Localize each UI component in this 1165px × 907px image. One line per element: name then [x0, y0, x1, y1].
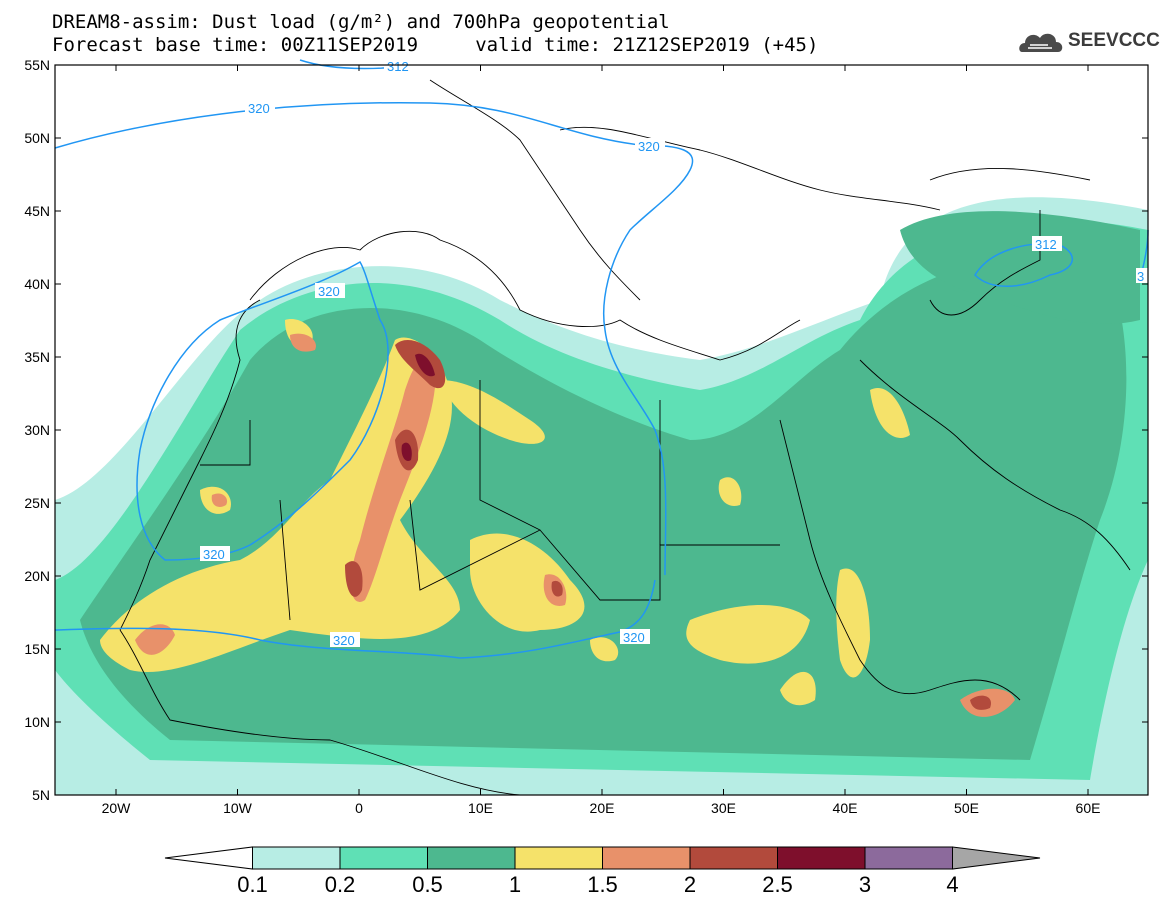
- contour-label: 320: [203, 547, 225, 562]
- lon-label: 0: [355, 800, 363, 816]
- colorbar-segment: [339, 846, 428, 870]
- colorbar-label: 3: [859, 872, 871, 897]
- contour-label: 320: [248, 101, 270, 116]
- lat-label: 35N: [24, 349, 50, 365]
- lat-label: 15N: [24, 641, 50, 657]
- lat-label: 20N: [24, 568, 50, 584]
- cloud-logo-icon: [1019, 33, 1063, 52]
- lon-label: 10W: [223, 800, 253, 816]
- dust-level-1-5: [350, 356, 436, 602]
- colorbar-segment: [427, 846, 516, 870]
- lat-label: 50N: [24, 130, 50, 146]
- lat-label: 45N: [24, 203, 50, 219]
- lat-label: 30N: [24, 422, 50, 438]
- lon-label: 20W: [102, 800, 132, 816]
- lat-label: 25N: [24, 495, 50, 511]
- lat-label: 5N: [32, 787, 50, 803]
- colorbar-segment: [777, 846, 866, 870]
- lon-label: 10E: [468, 800, 493, 816]
- dust-level-2-5: [415, 353, 435, 377]
- colorbar-label: 4: [946, 872, 958, 897]
- contour-label: 320: [318, 284, 340, 299]
- colorbar-label: 0.5: [412, 872, 443, 897]
- colorbar-label: 0.1: [237, 872, 268, 897]
- contour-320-atlantic: [136, 260, 389, 561]
- lon-label: 60E: [1076, 800, 1101, 816]
- colorbar-label: 2.5: [762, 872, 793, 897]
- forecast-times: Forecast base time: 00Z11SEP2019 valid t…: [52, 34, 819, 56]
- contour-312-caspian: [974, 243, 1073, 287]
- lon-label: 40E: [833, 800, 858, 816]
- contour-320-north: [54, 101, 694, 576]
- contour-labels: 312 320 320 320 320 320 320 312 3: [200, 58, 1148, 648]
- colorbar-segment: [689, 846, 778, 870]
- lat-label: 40N: [24, 276, 50, 292]
- colorbar-label: 2: [684, 872, 696, 897]
- lon-label: 50E: [954, 800, 979, 816]
- contour-label: 320: [333, 633, 355, 648]
- lat-label: 10N: [24, 714, 50, 730]
- colorbar-segment: [864, 846, 953, 870]
- contour-label: 3: [1137, 269, 1144, 284]
- colorbar-segment: [514, 846, 603, 870]
- colorbar-label: 1: [509, 872, 521, 897]
- map-title: DREAM8-assim: Dust load (g/m²) and 700hP…: [52, 11, 670, 33]
- colorbar-arrow-high: [952, 846, 1041, 870]
- longitude-axis: 20W 10W 0 10E 20E 30E 40E 50E 60E: [102, 65, 1101, 816]
- country-borders: [119, 79, 1131, 796]
- contour-label: 312: [1035, 237, 1057, 252]
- lon-label: 20E: [590, 800, 615, 816]
- contour-label: 312: [387, 59, 409, 74]
- colorbar-segment: [252, 846, 341, 870]
- dust-field: [55, 65, 1148, 795]
- colorbar-label: 0.2: [325, 872, 356, 897]
- latitude-axis: 55N 50N 45N 40N 35N 30N 25N 20N 15N 10N 5N: [24, 57, 1148, 803]
- contour-label: 320: [638, 139, 660, 154]
- colorbar-arrow-low: [164, 846, 253, 870]
- colorbar-segment: [602, 846, 691, 870]
- logo-text: SEEVCCC: [1068, 30, 1160, 51]
- lat-label: 55N: [24, 57, 50, 73]
- colorbar-label: 1.5: [587, 872, 618, 897]
- lon-label: 30E: [711, 800, 736, 816]
- colorbar: 0.1 0.2 0.5 1 1.5 2 2.5 3 4: [164, 846, 1041, 897]
- contour-label: 320: [623, 630, 645, 645]
